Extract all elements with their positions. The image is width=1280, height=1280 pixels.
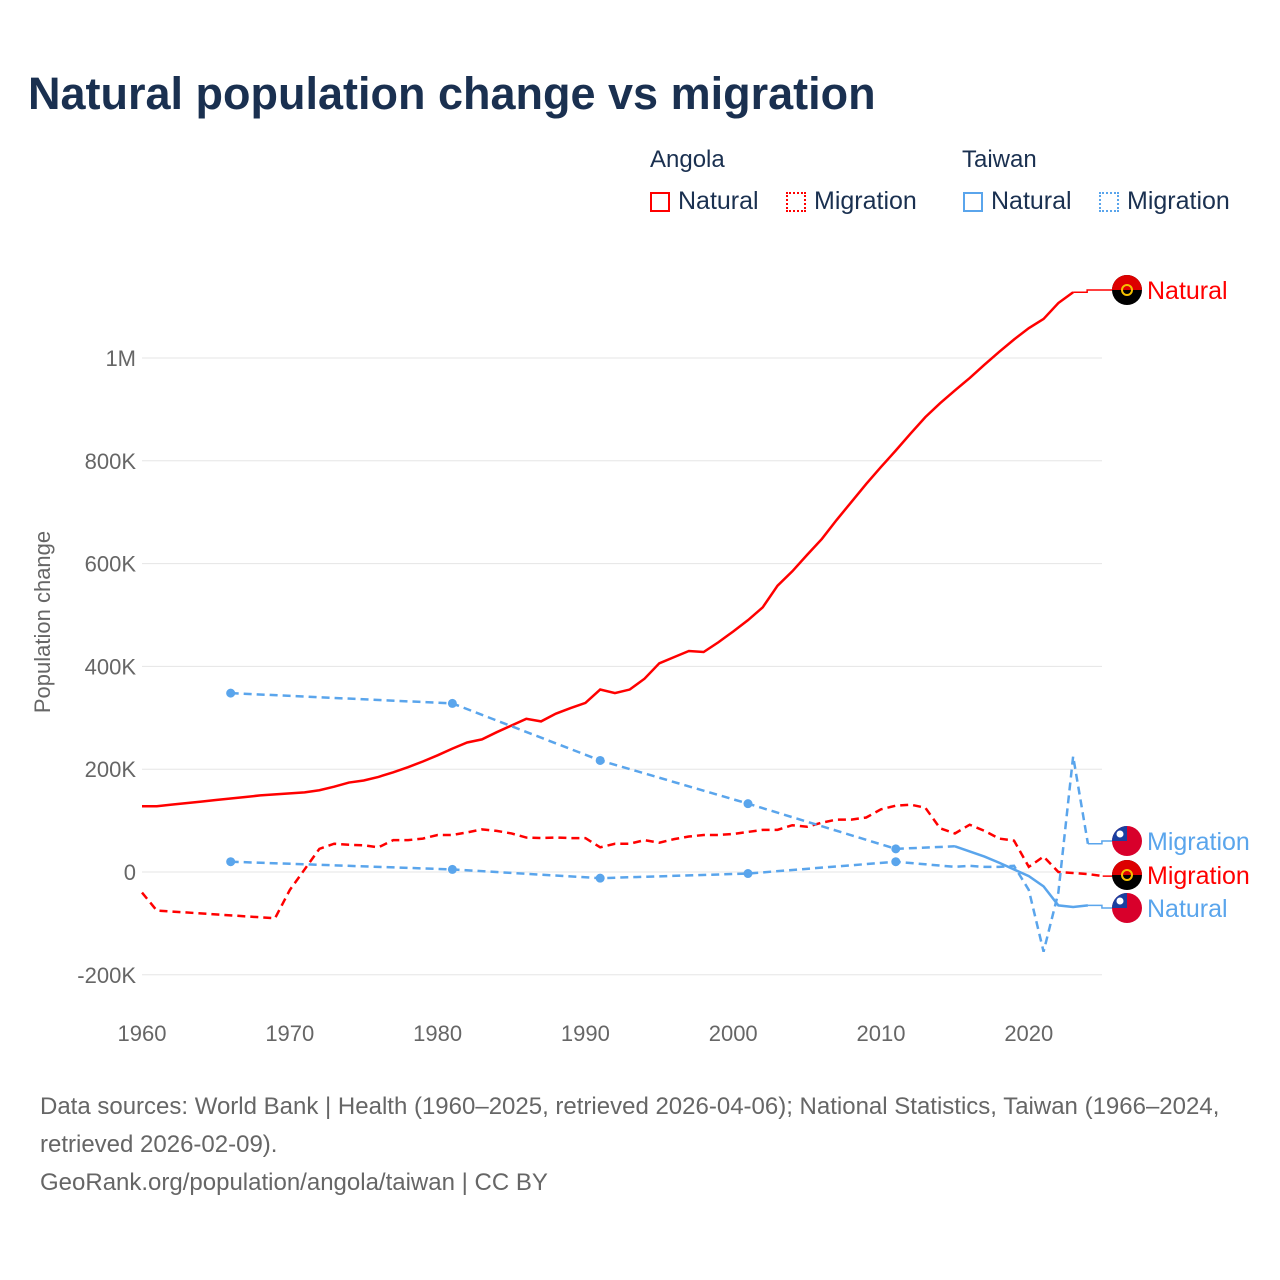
series-line xyxy=(954,845,1089,909)
legend-label: Migration xyxy=(814,187,917,215)
legend-group-angola: Angola xyxy=(650,146,725,173)
series-line xyxy=(230,756,1090,952)
angola-flag-icon xyxy=(1112,275,1142,305)
y-tick-label: 800K xyxy=(85,449,137,474)
legend-group-taiwan: Taiwan xyxy=(962,146,1037,173)
data-point xyxy=(891,844,901,854)
data-point xyxy=(891,857,901,867)
y-tick-label: 0 xyxy=(124,860,136,885)
legend-label: Natural xyxy=(991,187,1072,215)
y-tick-label: -200K xyxy=(77,963,136,988)
x-tick-label: 2000 xyxy=(709,1021,758,1046)
y-tick-label: 400K xyxy=(85,654,137,679)
attribution-link[interactable]: GeoRank.org/population/angola/taiwan | C… xyxy=(40,1169,548,1196)
series-end-label: Migration xyxy=(1147,862,1250,890)
series-line-dashed xyxy=(230,691,955,851)
plot-area: -200K 0 200K 400K 600K 800K 1M 1960 1970 1980 1990… xyxy=(30,275,1250,1046)
legend-swatch-dotted xyxy=(1099,191,1119,212)
series-end-label: Natural xyxy=(1147,277,1228,305)
series-line xyxy=(141,803,1103,920)
data-point xyxy=(226,857,236,867)
label-leader-line xyxy=(1073,289,1112,293)
legend-label: Natural xyxy=(678,187,759,215)
data-point xyxy=(743,799,753,809)
legend-swatch-dotted xyxy=(786,191,806,212)
x-tick-label: 2010 xyxy=(857,1021,906,1046)
legend-angola-natural[interactable]: Natural xyxy=(650,187,759,216)
data-point xyxy=(595,873,605,883)
y-tick-label: 600K xyxy=(85,552,137,577)
x-tick-label: 2020 xyxy=(1004,1021,1053,1046)
series-end-label: Migration xyxy=(1147,828,1250,856)
label-leader-line xyxy=(1087,904,1112,909)
taiwan-flag-icon xyxy=(1112,893,1142,923)
data-point xyxy=(447,864,457,874)
y-tick-label: 1M xyxy=(105,346,136,371)
data-point xyxy=(595,755,605,765)
series-line xyxy=(142,291,1074,808)
y-tick-label: 200K xyxy=(85,757,137,782)
angola-flag-icon xyxy=(1112,860,1142,890)
taiwan-flag-icon xyxy=(1112,826,1142,856)
data-point xyxy=(743,869,753,879)
x-tick-label: 1960 xyxy=(118,1021,167,1046)
data-point xyxy=(226,688,236,698)
x-tick-label: 1980 xyxy=(413,1021,462,1046)
y-axis-label: Population change xyxy=(30,531,55,713)
x-tick-label: 1970 xyxy=(265,1021,314,1046)
series-end-label: Natural xyxy=(1147,895,1228,923)
legend-swatch-solid xyxy=(650,191,670,212)
legend-label: Migration xyxy=(1127,187,1230,215)
legend-swatch-solid xyxy=(963,191,983,212)
footer: Data sources: World Bank | Health (1960–… xyxy=(40,1088,1250,1202)
data-sources: Data sources: World Bank | Health (1960–… xyxy=(40,1093,1220,1158)
legend-taiwan-migration[interactable]: Migration xyxy=(1099,187,1230,216)
legend-taiwan-natural[interactable]: Natural xyxy=(963,187,1072,216)
label-leader-line xyxy=(1087,840,1112,845)
x-tick-label: 1990 xyxy=(561,1021,610,1046)
legend-angola-migration[interactable]: Migration xyxy=(786,187,917,216)
chart-title: Natural population change vs migration xyxy=(28,68,876,119)
data-point xyxy=(447,698,457,708)
